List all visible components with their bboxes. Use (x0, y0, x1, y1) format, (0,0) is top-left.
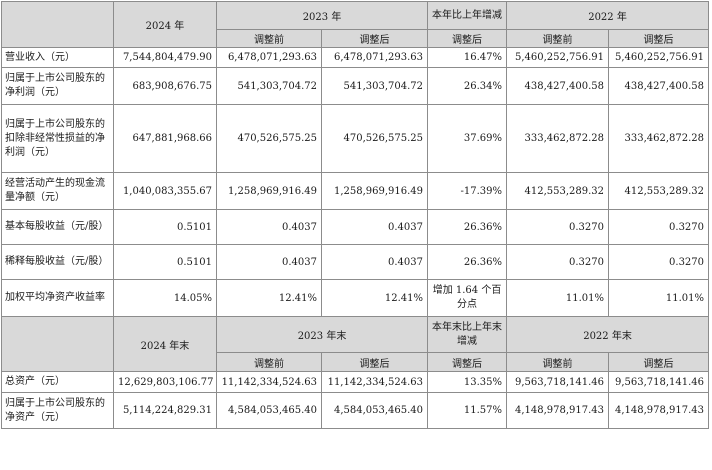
table-row: 稀释每股收益（元/股） 0.5101 0.4037 0.4037 26.36% … (1, 244, 710, 280)
value-2023-before: 11,142,334,524.63 (216, 371, 322, 393)
key-financial-data-table: 2024 年 2023 年 本年比上年增减 2022 年 调整前 调整后 调整后… (1, 1, 710, 429)
value-2023-after: 4,584,053,465.40 (320, 392, 429, 429)
row-label: 稀释每股收益（元/股） (1, 244, 114, 280)
value-2022-after: 0.3270 (608, 244, 710, 280)
value-2024: 1,040,083,355.67 (113, 172, 217, 210)
value-2022-after: 9,563,718,141.46 (608, 371, 710, 393)
header-row-sub-end: 调整前 调整后 调整后 调整前 调整后 (2, 352, 710, 372)
value-2023-after: 541,303,704.72 (320, 67, 429, 105)
value-2022-after: 333,462,872.28 (608, 104, 710, 173)
table-row: 归属于上市公司股东的净资产（元） 5,114,224,829.31 4,584,… (1, 392, 710, 429)
header-2024: 2024 年 (113, 1, 217, 48)
value-yoy: 增加 1.64 个百分点 (427, 279, 508, 317)
header-yoy-after: 调整后 (427, 352, 508, 372)
header-yoy-end: 本年末比上年末增减 (427, 316, 508, 353)
header-2022-before: 调整前 (506, 352, 610, 372)
value-2024: 12,629,803,106.77 (113, 371, 217, 393)
value-yoy: 37.69% (427, 104, 508, 173)
value-2022-after: 4,148,978,917.43 (608, 392, 710, 429)
header-yoy-after: 调整后 (427, 29, 508, 48)
table-row: 归属于上市公司股东的净利润（元） 683,908,676.75 541,303,… (1, 67, 710, 105)
value-2023-before: 6,478,071,293.63 (216, 47, 322, 68)
value-2023-after: 11,142,334,524.63 (320, 371, 429, 393)
table-row: 归属于上市公司股东的扣除非经常性损益的净利润（元） 647,881,968.66… (1, 104, 710, 173)
value-2024: 647,881,968.66 (113, 104, 217, 173)
row-label: 归属于上市公司股东的净资产（元） (1, 392, 114, 429)
row-label: 基本每股收益（元/股） (1, 209, 114, 245)
header-2022: 2022 年 (506, 1, 710, 30)
value-2022-before: 9,563,718,141.46 (506, 371, 610, 393)
value-2022-before: 0.3270 (506, 244, 610, 280)
table-row: 营业收入（元） 7,544,804,479.90 6,478,071,293.6… (1, 47, 710, 68)
header-blank (1, 1, 114, 48)
value-2022-before: 333,462,872.28 (506, 104, 610, 173)
row-label: 加权平均净资产收益率 (1, 279, 114, 317)
header-2022-before: 调整前 (506, 29, 610, 48)
value-2024: 683,908,676.75 (113, 67, 217, 105)
header-2022-end: 2022 年末 (506, 316, 710, 353)
value-yoy: 26.34% (427, 67, 508, 105)
header-yoy: 本年比上年增减 (427, 1, 508, 30)
header-row-years: 2024 年 2023 年 本年比上年增减 2022 年 (1, 1, 710, 48)
value-2023-after: 470,526,575.25 (320, 104, 429, 173)
header-2023-before: 调整前 (216, 29, 322, 48)
value-2023-before: 470,526,575.25 (216, 104, 322, 173)
header-2023-after: 调整后 (320, 29, 429, 48)
row-label: 营业收入（元） (1, 47, 114, 68)
header-2022-after: 调整后 (608, 29, 710, 48)
table-row: 经营活动产生的现金流量净额（元） 1,040,083,355.67 1,258,… (1, 172, 710, 210)
table-row: 基本每股收益（元/股） 0.5101 0.4037 0.4037 26.36% … (1, 209, 710, 245)
value-2022-before: 0.3270 (506, 209, 610, 245)
value-yoy: 26.36% (427, 244, 508, 280)
value-2024: 14.05% (113, 279, 217, 317)
header-2024-end: 2024 年末 (113, 316, 217, 372)
value-2023-before: 0.4037 (216, 209, 322, 245)
row-label: 归属于上市公司股东的扣除非经常性损益的净利润（元） (1, 104, 114, 173)
table-row: 总资产（元） 12,629,803,106.77 11,142,334,524.… (1, 371, 710, 393)
value-2022-before: 412,553,289.32 (506, 172, 610, 210)
value-2023-after: 0.4037 (320, 209, 429, 245)
value-2024: 7,544,804,479.90 (113, 47, 217, 68)
value-2022-after: 0.3270 (608, 209, 710, 245)
value-2023-before: 0.4037 (216, 244, 322, 280)
value-2023-before: 1,258,969,916.49 (216, 172, 322, 210)
table-row: 加权平均净资产收益率 14.05% 12.41% 12.41% 增加 1.64 … (1, 279, 710, 317)
row-label: 归属于上市公司股东的净利润（元） (1, 67, 114, 105)
header-2022-after: 调整后 (608, 352, 710, 372)
header-2023-before: 调整前 (216, 352, 322, 372)
value-2024: 0.5101 (113, 209, 217, 245)
row-label: 总资产（元） (1, 371, 114, 393)
value-2023-after: 12.41% (320, 279, 429, 317)
header-2023-end: 2023 年末 (215, 316, 429, 353)
value-2022-before: 11.01% (506, 279, 610, 317)
value-2023-before: 12.41% (216, 279, 322, 317)
value-2022-after: 5,460,252,756.91 (608, 47, 710, 68)
row-label: 经营活动产生的现金流量净额（元） (1, 172, 114, 210)
value-yoy: 16.47% (427, 47, 508, 68)
header-2023-after: 调整后 (320, 352, 429, 372)
value-2022-before: 4,148,978,917.43 (506, 392, 610, 429)
value-2024: 0.5101 (113, 244, 217, 280)
value-2022-after: 412,553,289.32 (608, 172, 710, 210)
value-2023-before: 4,584,053,465.40 (216, 392, 322, 429)
value-yoy: 13.35% (427, 371, 508, 393)
value-2022-before: 438,427,400.58 (506, 67, 610, 105)
header-2023: 2023 年 (215, 1, 429, 30)
value-2023-after: 6,478,071,293.63 (320, 47, 429, 68)
value-2022-before: 5,460,252,756.91 (506, 47, 610, 68)
header-blank (1, 316, 114, 372)
value-yoy: 26.36% (427, 209, 508, 245)
header-row-years-end: 2024 年末 2023 年末 本年末比上年末增减 2022 年末 (1, 316, 710, 372)
value-2022-after: 11.01% (608, 279, 710, 317)
value-2023-before: 541,303,704.72 (216, 67, 322, 105)
value-2023-after: 0.4037 (320, 244, 429, 280)
value-yoy: -17.39% (427, 172, 508, 210)
value-2023-after: 1,258,969,916.49 (320, 172, 429, 210)
value-2022-after: 438,427,400.58 (608, 67, 710, 105)
value-yoy: 11.57% (427, 392, 508, 429)
value-2024: 5,114,224,829.31 (113, 392, 217, 429)
